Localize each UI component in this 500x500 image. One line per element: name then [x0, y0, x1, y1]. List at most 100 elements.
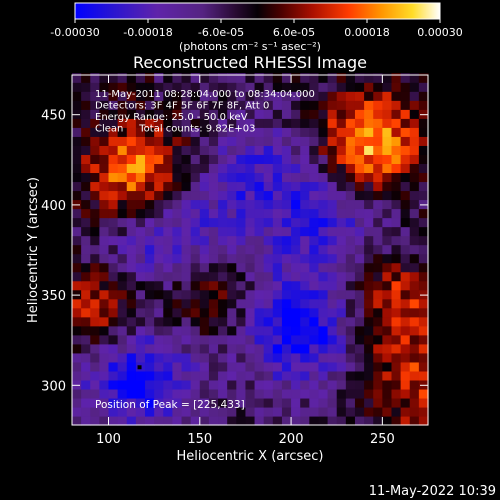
- heatmap-cell: [135, 172, 146, 183]
- heatmap-cell: [218, 172, 228, 183]
- heatmap-cell: [318, 226, 329, 237]
- heatmap-cell: [245, 316, 256, 327]
- heatmap-cell: [218, 109, 228, 119]
- heatmap-cell: [227, 298, 237, 309]
- heatmap-cell: [336, 352, 347, 363]
- heatmap-cell: [345, 226, 356, 237]
- heatmap-cell: [108, 235, 119, 246]
- heatmap-cell: [318, 415, 329, 426]
- heatmap-cell: [163, 307, 174, 318]
- heatmap-cell: [72, 172, 82, 183]
- heatmap-cell: [400, 415, 411, 426]
- heatmap-cell: [99, 100, 110, 110]
- heatmap-cell: [190, 208, 201, 219]
- heatmap-cell: [190, 145, 201, 155]
- heatmap-cell: [418, 82, 429, 92]
- heatmap-cell: [181, 370, 192, 381]
- heatmap-cell: [364, 298, 374, 309]
- heatmap-cell: [236, 181, 247, 192]
- heatmap-cell: [254, 298, 265, 309]
- heatmap-cell: [263, 271, 274, 282]
- heatmap-cell: [254, 262, 265, 273]
- heatmap-cell: [245, 136, 256, 146]
- heatmap-cell: [218, 271, 228, 282]
- heatmap-cell: [172, 208, 183, 219]
- heatmap-cell: [208, 100, 219, 110]
- heatmap-cell: [154, 307, 164, 318]
- heatmap-cell: [236, 271, 247, 282]
- heatmap-cell: [382, 235, 393, 246]
- heatmap-cell: [409, 280, 420, 291]
- heatmap-cell: [309, 388, 320, 399]
- heatmap-cell: [300, 163, 310, 174]
- heatmap-cell: [345, 127, 356, 137]
- heatmap-cell: [373, 334, 383, 345]
- heatmap-cell: [400, 289, 411, 300]
- heatmap-cell: [382, 307, 393, 318]
- heatmap-cell: [318, 127, 329, 137]
- heatmap-cell: [126, 91, 137, 101]
- heatmap-cell: [345, 397, 356, 408]
- heatmap-cell: [309, 307, 320, 318]
- heatmap-cell: [391, 244, 402, 255]
- heatmap-cell: [300, 217, 310, 228]
- heatmap-cell: [90, 154, 100, 164]
- heatmap-cell: [300, 109, 310, 119]
- heatmap-cell: [172, 262, 183, 273]
- heatmap-cell: [345, 244, 356, 255]
- heatmap-cell: [364, 244, 374, 255]
- heatmap-cell: [327, 334, 338, 345]
- heatmap-cell: [199, 253, 210, 264]
- heatmap-cell: [400, 307, 411, 318]
- heatmap-cell: [72, 361, 82, 372]
- heatmap-cell: [181, 82, 192, 92]
- heatmap-cell: [199, 379, 210, 390]
- heatmap-cell: [364, 226, 374, 237]
- heatmap-cell: [108, 244, 119, 255]
- heatmap-cell: [99, 163, 110, 174]
- heatmap-cell: [281, 73, 292, 83]
- heatmap-cell: [90, 208, 100, 219]
- heatmap-cell: [81, 199, 91, 210]
- colorbar-tick-label: -6.0e-05: [198, 26, 244, 39]
- heatmap-cell: [245, 343, 256, 354]
- heatmap-cell: [172, 343, 183, 354]
- heatmap-cell: [108, 280, 119, 291]
- heatmap-cell: [300, 388, 310, 399]
- heatmap-cell: [81, 298, 91, 309]
- heatmap-cell: [373, 388, 383, 399]
- heatmap-cell: [190, 199, 201, 210]
- heatmap-cell: [236, 235, 247, 246]
- heatmap-cell: [227, 235, 237, 246]
- heatmap-cell: [327, 154, 338, 164]
- heatmap-cell: [382, 298, 393, 309]
- heatmap-cell: [391, 154, 402, 164]
- heatmap-cell: [245, 190, 256, 201]
- heatmap-cell: [272, 73, 283, 83]
- heatmap-cell: [336, 415, 347, 426]
- heatmap-cell: [281, 361, 292, 372]
- heatmap-cell: [309, 271, 320, 282]
- heatmap-cell: [181, 208, 192, 219]
- heatmap-cell: [81, 73, 91, 83]
- heatmap-cell: [336, 343, 347, 354]
- heatmap-cell: [245, 361, 256, 372]
- heatmap-cell: [117, 262, 128, 273]
- heatmap-cell: [227, 154, 237, 164]
- heatmap-cell: [281, 379, 292, 390]
- heatmap-cell: [218, 82, 228, 92]
- heatmap-cell: [263, 127, 274, 137]
- heatmap-cell: [218, 199, 228, 210]
- heatmap-cell: [309, 181, 320, 192]
- heatmap-cell: [409, 298, 420, 309]
- heatmap-cell: [135, 118, 146, 128]
- heatmap-cell: [236, 100, 247, 110]
- heatmap-cell: [391, 298, 402, 309]
- y-tick-label: 300: [41, 379, 66, 394]
- heatmap-cell: [418, 91, 429, 101]
- heatmap-cell: [373, 325, 383, 336]
- heatmap-cell: [245, 325, 256, 336]
- heatmap-cell: [199, 307, 210, 318]
- heatmap-cell: [263, 109, 274, 119]
- heatmap-cell: [364, 190, 374, 201]
